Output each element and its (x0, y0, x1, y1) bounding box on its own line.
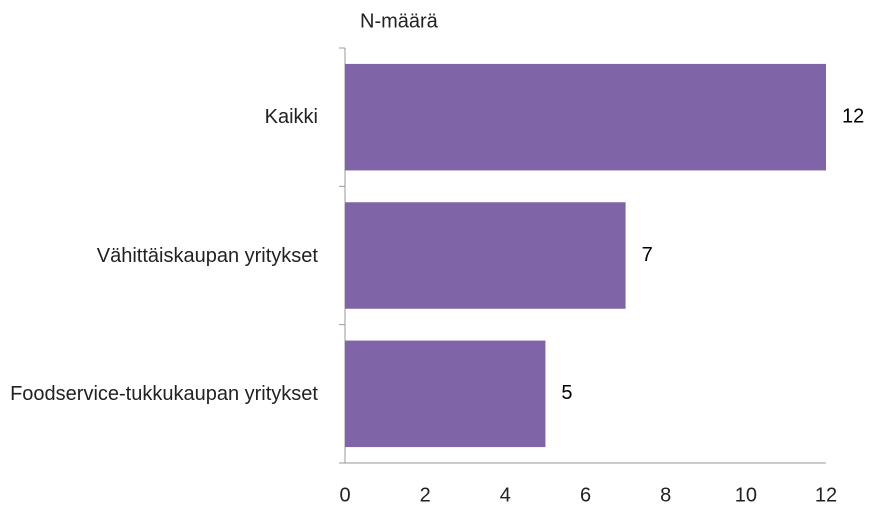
category-label: Foodservice-tukkukaupan yritykset (10, 379, 318, 409)
category-label: Kaikki (265, 102, 318, 132)
bar (345, 340, 546, 448)
category-text: Foodservice-tukkukaupan yritykset (10, 382, 318, 405)
bar (345, 63, 826, 171)
x-tick-label: 6 (580, 484, 591, 506)
axis-title: N-määrä (360, 10, 439, 32)
value-label: 5 (561, 382, 572, 404)
x-tick-label: 10 (735, 484, 757, 506)
category-text: Vähittäiskaupan yritykset (96, 244, 318, 267)
x-tick-label: 8 (660, 484, 671, 506)
x-tick-label: 0 (339, 484, 350, 506)
x-tick-label: 2 (420, 484, 431, 506)
category-label: Vähittäiskaupan yritykset (97, 241, 318, 271)
x-tick-label: 12 (815, 484, 837, 506)
x-tick-label: 4 (500, 484, 511, 506)
category-text: Kaikki (264, 106, 318, 129)
value-label: 7 (642, 244, 653, 266)
bar (345, 202, 626, 309)
value-label: 12 (842, 105, 864, 127)
